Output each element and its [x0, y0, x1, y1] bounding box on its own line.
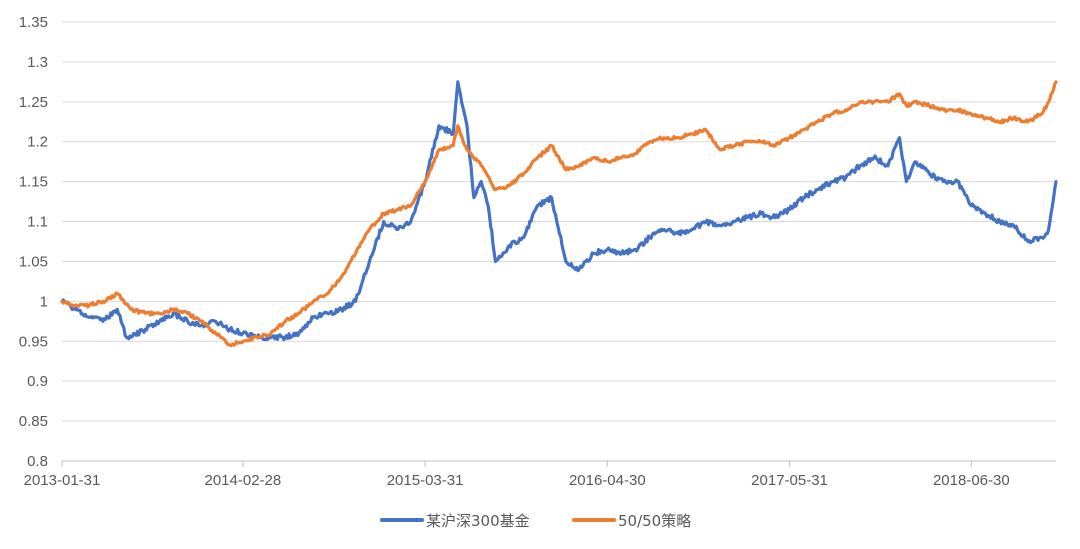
y-tick-label: 1.05 — [19, 253, 48, 270]
y-tick-label: 1 — [40, 293, 48, 310]
x-tick-label: 2018-06-30 — [933, 472, 1010, 489]
x-tick-label: 2013-01-31 — [24, 472, 101, 489]
series-line-2 — [60, 80, 1058, 347]
y-tick-label: 1.3 — [27, 54, 48, 71]
y-tick-label: 1.35 — [19, 14, 48, 31]
x-axis: 2013-01-31 2014-02-28 2015-03-31 2016-04-30… — [24, 460, 1056, 489]
y-tick-label: 0.8 — [27, 453, 48, 470]
x-tick-label: 2014-02-28 — [204, 472, 281, 489]
legend-label-2: 50/50策略 — [618, 512, 691, 530]
legend-label-1: 某沪深300基金 — [426, 512, 530, 530]
y-tick-label: 0.95 — [19, 333, 48, 350]
y-tick-label: 1.2 — [27, 134, 48, 151]
y-tick-label: 1.25 — [19, 94, 48, 111]
y-tick-label: 1.15 — [19, 174, 48, 191]
grid-lines — [62, 21, 1056, 422]
y-axis: 0.8 0.85 0.9 0.95 1 1.05 1.1 1.15 1.2 1.25 1.3 1.35 — [19, 14, 48, 470]
legend: 某沪深300基金 50/50策略 — [380, 512, 691, 530]
y-tick-label: 1.1 — [27, 214, 48, 231]
series-lines — [60, 80, 1058, 347]
series-line-1 — [60, 80, 1058, 342]
y-tick-label: 0.85 — [19, 413, 48, 430]
x-tick-label: 2017-05-31 — [751, 472, 828, 489]
x-tick-label: 2016-04-30 — [569, 472, 646, 489]
x-tick-label: 2015-03-31 — [387, 472, 464, 489]
y-tick-label: 0.9 — [27, 373, 48, 390]
